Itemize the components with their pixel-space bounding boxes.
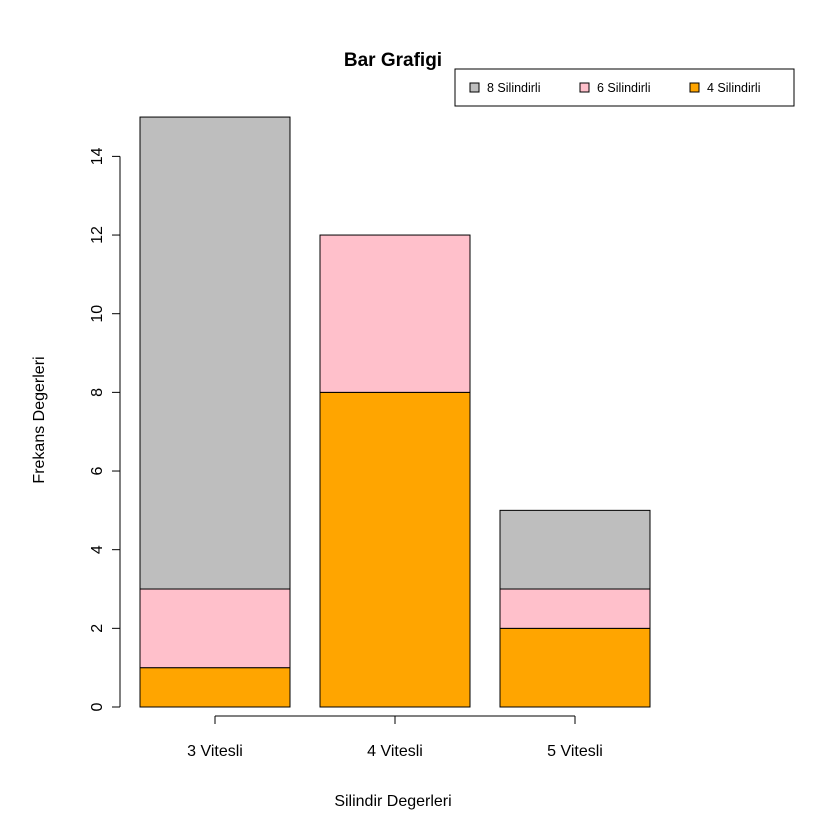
y-axis-label: Frekans Degerleri — [31, 356, 48, 483]
y-tick-label: 12 — [89, 226, 106, 244]
x-tick-label: 4 Vitesli — [367, 743, 423, 760]
x-tick-label: 3 Vitesli — [187, 743, 243, 760]
legend-swatch — [689, 82, 700, 93]
y-axis: 0 2 4 6 8 10 12 14 — [89, 147, 121, 711]
y-tick-label: 8 — [89, 388, 106, 397]
bar-3-series-3 — [499, 509, 651, 590]
legend-swatch — [469, 82, 480, 93]
y-tick-label: 2 — [89, 624, 106, 633]
y-tick-label: 0 — [89, 702, 106, 711]
x-axis-label: Silindir Degerleri — [334, 793, 451, 810]
legend-label: 6 Silindirli — [597, 81, 651, 95]
bar-2-series-1 — [319, 391, 471, 708]
bar-3-series-1 — [499, 627, 651, 708]
bar-1-series-1 — [139, 667, 291, 708]
legend: 8 Silindirli 6 Silindirli 4 Silindirli — [454, 68, 795, 107]
bar-1-series-2 — [139, 588, 291, 669]
bar-2-series-2 — [319, 234, 471, 393]
x-tick-label: 5 Vitesli — [547, 743, 603, 760]
bars-group — [139, 116, 651, 708]
y-tick-label: 6 — [89, 466, 106, 475]
legend-label: 4 Silindirli — [707, 81, 761, 95]
y-tick-label: 4 — [89, 545, 106, 554]
legend-box — [454, 68, 795, 107]
x-axis: 3 Vitesli 4 Vitesli 5 Vitesli — [187, 715, 603, 760]
y-tick-label: 14 — [89, 147, 106, 165]
bar-1-series-3 — [139, 116, 291, 590]
chart-title: Bar Grafigi — [344, 50, 442, 71]
bar-3-series-2 — [499, 588, 651, 629]
legend-swatch — [579, 82, 590, 93]
legend-label: 8 Silindirli — [487, 81, 541, 95]
y-tick-label: 10 — [89, 305, 106, 323]
